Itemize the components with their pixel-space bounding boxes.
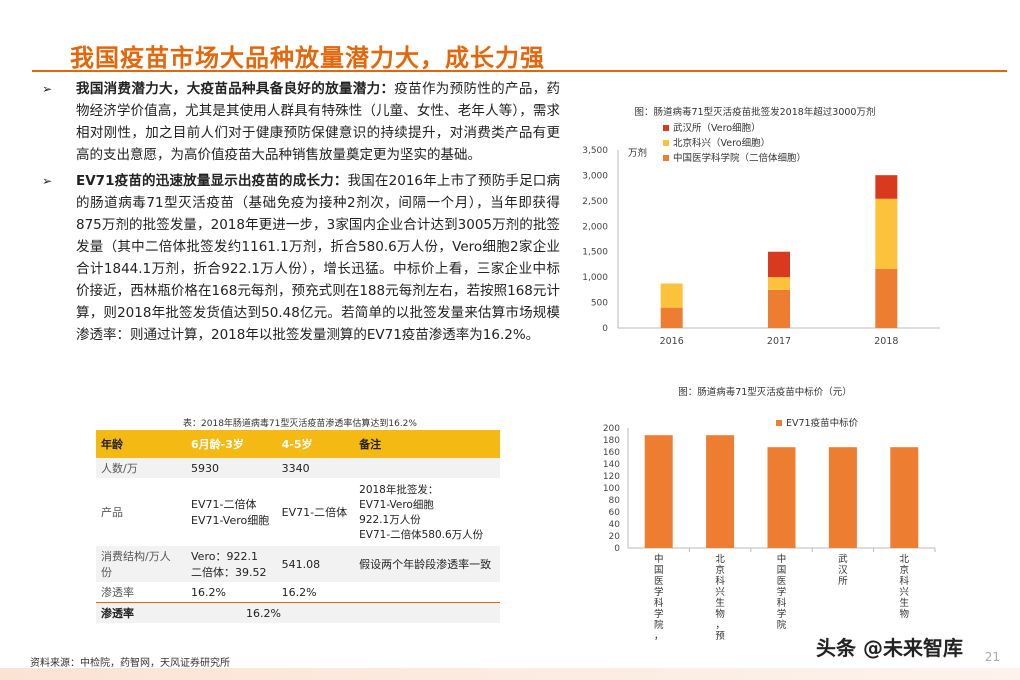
bar-segment [875, 198, 898, 269]
legend-label: 中国医学科学院（二倍体细胞） [673, 152, 806, 164]
x-tick-label: 2016 [660, 336, 684, 347]
arrow-bullet-icon: ➢ [42, 82, 53, 96]
y-tick-label: 1,000 [582, 273, 608, 283]
bullet-item: ➢ 我国消费潜力大，大疫苗品种具备良好的放量潜力：疫苗作为预防性的产品，药物经济… [40, 78, 560, 166]
y-tick-label: 140 [603, 460, 620, 470]
y-axis-unit: 万剂 [628, 147, 647, 159]
y-tick-label: 2,000 [582, 222, 608, 232]
y-tick-label: 200 [603, 424, 620, 434]
y-tick-label: 40 [609, 520, 621, 530]
y-tick-label: 60 [609, 508, 621, 518]
table-cell: 2018年批签发： EV71-Vero细胞 922.1万人份 EV71-二倍体5… [359, 484, 484, 541]
table-cell: 渗透率 [96, 602, 186, 623]
table-header-row: 年龄 6月龄-3岁 4-5岁 备注 [96, 430, 500, 458]
bid-price-chart: 0 20 40 60 80 100 120 140 160 180 200 EV71疫苗中标价中国医学… [603, 417, 936, 640]
table-cell [354, 458, 500, 478]
table-cell [354, 582, 500, 603]
table-cell: 3340 [276, 458, 355, 478]
x-tick-label: 2017 [767, 336, 791, 347]
chart1-title: 图：肠道病毒71型灭活疫苗批签发2018年超过3000万剂 [634, 107, 876, 118]
table-cell: 消费结构/万人份 [96, 546, 186, 582]
bar-segment [875, 175, 898, 199]
x-tick-label: 北京科兴生物 [900, 554, 910, 620]
x-tick-label: 北京科兴生物，预充式 [715, 554, 725, 640]
bullet-item: ➢ EV71疫苗的迅速放量显示出疫苗的成长力：我国在2016年上市了预防手足口病… [40, 170, 560, 346]
table-row: 人数/万 5930 3340 [96, 458, 500, 478]
table-row: 产品 EV71-二倍体 EV71-Vero细胞 EV71-二倍体 2018年批签… [96, 478, 500, 546]
bar [706, 435, 735, 548]
legend-swatch [663, 140, 669, 146]
source-note: 资料来源：中检院，药智网，天风证券研究所 [30, 658, 230, 669]
bar [767, 447, 796, 548]
bar-segment [660, 283, 683, 308]
bullet-text: 我国在2016年上市了预防手足口病的肠道病毒71型灭活疫苗（基础免疫为接种2剂次… [76, 173, 560, 343]
table-cell: 假设两个年龄段渗透率一致 [354, 546, 500, 582]
title-divider [32, 70, 1007, 72]
bullet-text: 疫苗作为预防性的产品，药物经济学价值高，尤其是其使用人群具有特殊性（儿童、女性、… [76, 81, 561, 163]
table-caption: 表：2018年肠道病毒71型灭活疫苗渗透率估算达到16.2% [183, 419, 417, 429]
bar-segment [660, 307, 683, 328]
table-cell: 产品 [101, 506, 123, 519]
x-tick-label: 2018 [874, 336, 898, 347]
bar-segment [875, 268, 898, 328]
legend-label: EV71疫苗中标价 [786, 417, 859, 429]
page-title: 我国疫苗市场大品种放量潜力大，成长力强 [70, 44, 545, 72]
watermark: 头条 @未来智库 [816, 636, 963, 660]
bullet-heading: 我国消费潜力大，大疫苗品种具备良好的放量潜力： [76, 81, 395, 97]
table-cell: 16.2% [281, 585, 317, 599]
legend-swatch [776, 420, 782, 426]
table-row: 渗透率 16.2% [96, 602, 500, 623]
y-tick-label: 80 [609, 496, 621, 506]
batch-release-chart: 0 500 1,000 1,500 2,000 2,500 3,000 3,500 万剂 2016… [582, 122, 940, 347]
table-cell: 人数/万 [96, 458, 186, 478]
bar [828, 447, 857, 548]
y-tick-label: 160 [603, 448, 620, 458]
x-tick-label: 武汉所 [838, 553, 848, 587]
table-cell: 16.2% [191, 585, 226, 599]
bar [644, 435, 673, 548]
table-header-cell: 4-5岁 [276, 430, 355, 458]
y-tick-label: 3,000 [582, 171, 608, 181]
x-tick-label: 中国医学科学院 [777, 553, 787, 631]
legend-swatch [663, 155, 669, 161]
bar-segment [768, 277, 790, 290]
legend-label: 武汉所（Vero细胞） [673, 122, 761, 134]
arrow-bullet-icon: ➢ [42, 174, 53, 188]
y-tick-label: 0 [602, 324, 608, 334]
table-cell: 541.08 [276, 546, 355, 582]
penetration-table: 年龄 6月龄-3岁 4-5岁 备注 人数/万 5930 3340 产品 EV71… [96, 430, 500, 623]
table-row: 渗透率 16.2% 16.2% [96, 582, 500, 603]
table-header-cell: 6月龄-3岁 [186, 430, 277, 458]
table-cell: EV71-二倍体 EV71-Vero细胞 [191, 498, 270, 527]
bullet-heading: EV71疫苗的迅速放量显示出疫苗的成长力： [76, 173, 348, 189]
table-row: 消费结构/万人份 Vero：922.1 二倍体：39.52 541.08 假设两… [96, 546, 500, 582]
y-tick-label: 180 [603, 436, 620, 446]
y-tick-label: 1,500 [582, 248, 608, 258]
bar [890, 447, 919, 548]
x-tick-label: 中国医学科学院，预充式 [654, 553, 664, 640]
footer-bar [0, 668, 1020, 680]
table-header-cell: 备注 [354, 430, 500, 458]
table-cell: Vero：922.1 二倍体：39.52 [186, 546, 277, 582]
chart2-title: 图：肠道病毒71型灭活疫苗中标价（元） [678, 387, 852, 398]
table-header-cell: 年龄 [96, 430, 186, 458]
y-tick-label: 120 [603, 472, 620, 482]
table-cell: 5930 [186, 458, 277, 478]
y-tick-label: 0 [614, 544, 620, 554]
bullet-list: ➢ 我国消费潜力大，大疫苗品种具备良好的放量潜力：疫苗作为预防性的产品，药物经济… [40, 78, 560, 350]
y-tick-label: 100 [603, 484, 620, 494]
bar-segment [768, 289, 790, 328]
table-cell: 16.2% [186, 602, 500, 623]
table-cell: EV71-二倍体 [281, 506, 348, 519]
y-tick-label: 20 [609, 532, 621, 542]
bar-segment [768, 251, 790, 278]
y-tick-label: 3,500 [582, 146, 608, 156]
legend-label: 北京科兴（Vero细胞） [673, 137, 770, 149]
page-number: 21 [984, 650, 1000, 664]
y-tick-label: 500 [591, 299, 608, 309]
y-tick-label: 2,500 [582, 197, 608, 207]
legend-swatch [663, 125, 669, 131]
table-cell: 渗透率 [101, 586, 134, 599]
